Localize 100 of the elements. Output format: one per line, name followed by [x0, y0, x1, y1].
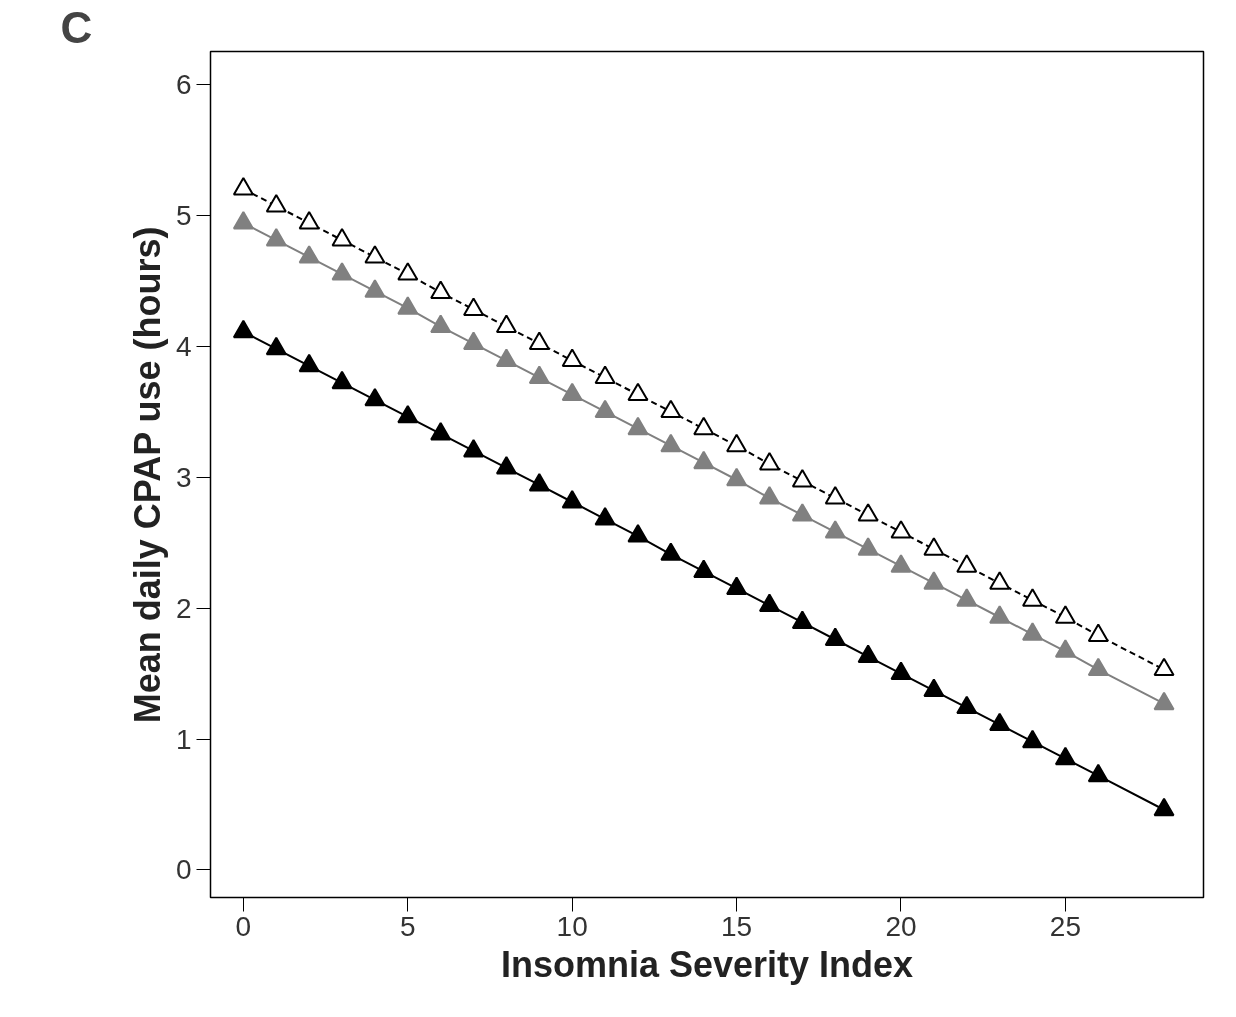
x-tick-label: 10: [556, 910, 588, 942]
point: [956, 554, 978, 573]
point: [364, 387, 386, 407]
point: [594, 365, 616, 385]
point: [1022, 622, 1044, 641]
point: [989, 712, 1011, 732]
point: [627, 382, 649, 402]
point: [430, 421, 452, 441]
y-tick-label: 2: [175, 592, 192, 624]
text: C: [60, 2, 93, 52]
point: [923, 537, 945, 556]
point: [298, 353, 320, 373]
y-tick-label: 0: [175, 854, 192, 886]
point: [331, 228, 353, 247]
point: [232, 319, 254, 339]
point: [1153, 691, 1175, 711]
point: [397, 262, 419, 281]
point: [265, 194, 287, 213]
point: [956, 695, 978, 715]
point: [232, 177, 254, 196]
point: [627, 524, 649, 543]
x-tick-label: 20: [885, 910, 917, 942]
point: [857, 503, 879, 522]
point: [956, 588, 978, 607]
point: [1153, 797, 1175, 817]
point: [824, 520, 846, 539]
point: [693, 416, 715, 436]
point: [463, 331, 485, 351]
point: [693, 559, 715, 578]
point: [495, 314, 517, 333]
x-tick-label: 15: [721, 910, 753, 942]
point: [430, 280, 452, 299]
point: [463, 297, 485, 316]
y-tick-label: 3: [175, 461, 192, 493]
point: [463, 438, 485, 458]
point: [397, 404, 419, 424]
x-tick-label: 25: [1049, 910, 1081, 942]
y-tick-label: 4: [175, 330, 192, 362]
point: [298, 245, 320, 264]
point: [594, 399, 616, 419]
point: [1087, 657, 1109, 677]
point: [495, 348, 517, 368]
point: [726, 433, 748, 453]
point: [758, 593, 780, 612]
point: [528, 365, 550, 385]
point: [660, 399, 682, 419]
point: [923, 571, 945, 590]
point: [561, 490, 583, 509]
point: [758, 486, 780, 505]
y-tick-label: 6: [175, 68, 192, 100]
point: [232, 211, 254, 230]
point: [397, 296, 419, 315]
point: [1087, 623, 1109, 643]
point: [561, 348, 583, 368]
point: [857, 537, 879, 556]
point: [331, 262, 353, 281]
point: [989, 605, 1011, 624]
point: [693, 450, 715, 470]
point: [430, 314, 452, 333]
point: [1022, 729, 1044, 749]
x-tick-label: 5: [400, 910, 416, 942]
point: [561, 382, 583, 402]
point: [890, 554, 912, 573]
point: [824, 486, 846, 505]
point: [1054, 639, 1076, 658]
point: [824, 627, 846, 646]
point: [660, 433, 682, 453]
point: [857, 644, 879, 664]
y-tick-label: 1: [175, 723, 192, 755]
point: [660, 542, 682, 561]
point: [758, 452, 780, 471]
point: [1054, 746, 1076, 766]
point: [364, 279, 386, 298]
point: [791, 610, 813, 629]
point: [298, 211, 320, 230]
point: [627, 416, 649, 436]
point: [265, 336, 287, 356]
point: [1153, 657, 1175, 677]
point: [495, 455, 517, 475]
y-tick-label: 5: [175, 199, 192, 231]
point: [528, 473, 550, 492]
point: [364, 245, 386, 264]
y-axis-title: Mean daily CPAP use (hours): [126, 226, 168, 724]
point: [726, 467, 748, 487]
point: [923, 678, 945, 698]
point: [989, 571, 1011, 590]
point: [791, 469, 813, 488]
x-tick-label: 0: [235, 910, 252, 942]
point: [528, 331, 550, 351]
point: [265, 228, 287, 247]
x-axis-title: Insomnia Severity Index: [500, 943, 914, 985]
point: [1054, 605, 1076, 624]
point: [1087, 763, 1109, 783]
point: [890, 661, 912, 681]
point: [726, 576, 748, 595]
point: [1022, 588, 1044, 607]
point: [890, 520, 912, 539]
point: [331, 370, 353, 390]
point: [791, 503, 813, 522]
point: [594, 507, 616, 526]
